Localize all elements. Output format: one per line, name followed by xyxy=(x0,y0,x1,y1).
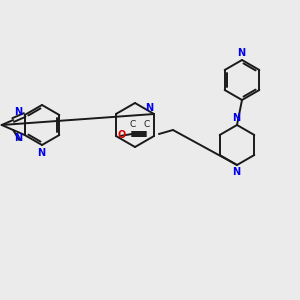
Text: C: C xyxy=(130,120,136,129)
Text: C: C xyxy=(144,120,150,129)
Text: N: N xyxy=(145,103,153,113)
Text: N: N xyxy=(232,113,240,123)
Text: N: N xyxy=(14,107,22,117)
Text: N: N xyxy=(37,148,45,158)
Text: N: N xyxy=(237,48,245,58)
Text: N: N xyxy=(232,167,240,177)
Text: N: N xyxy=(14,133,22,143)
Text: O: O xyxy=(118,130,126,140)
